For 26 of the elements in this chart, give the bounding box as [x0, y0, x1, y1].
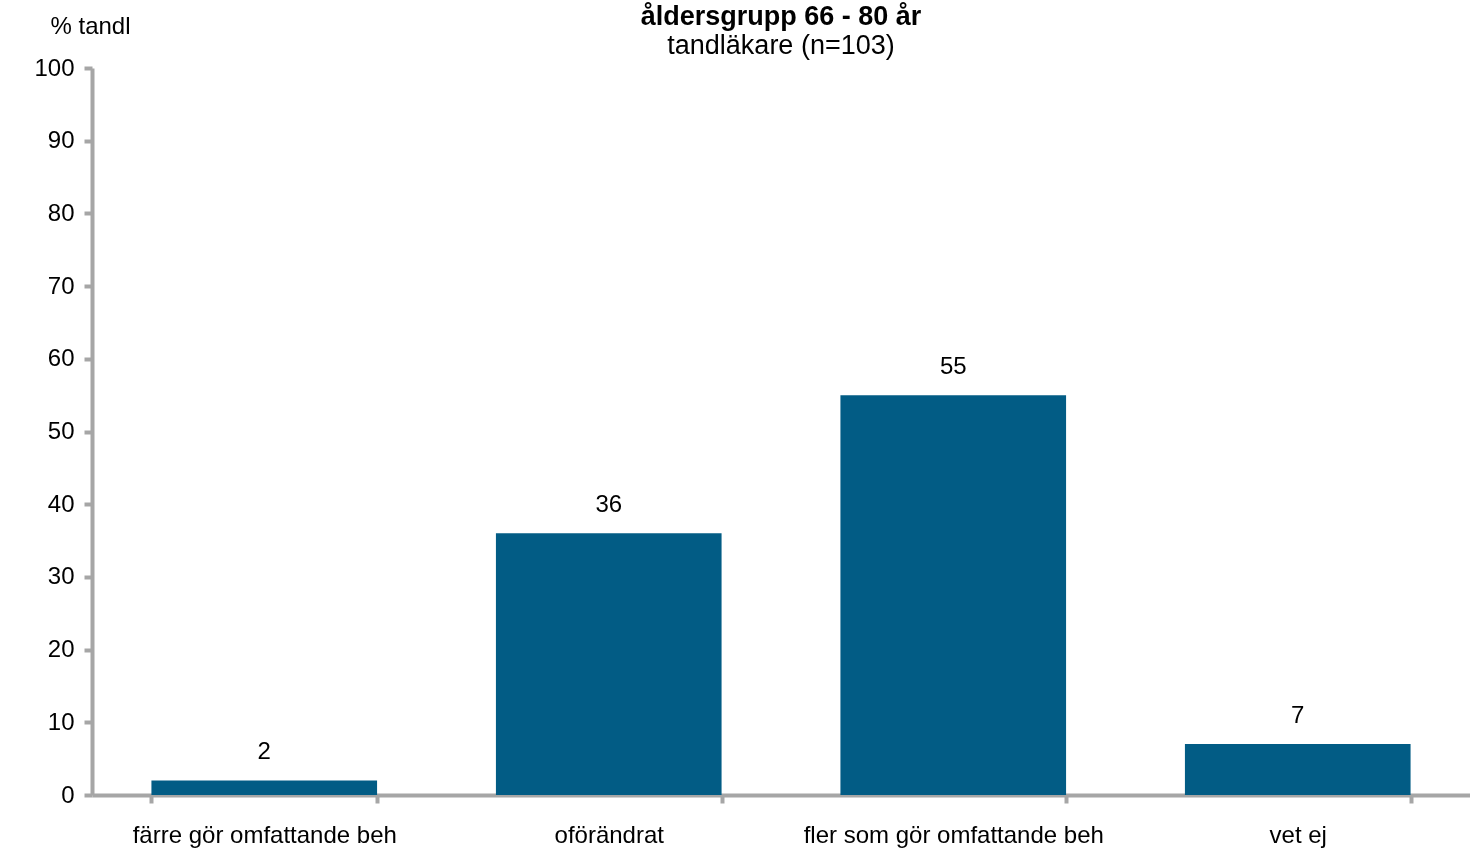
x-tick-label: oförändrat [554, 820, 665, 848]
y-tick-label: 0 [61, 780, 75, 808]
y-tick-label: 40 [47, 489, 75, 517]
y-tick-label: 50 [47, 417, 75, 444]
x-tick-label: vet ej [1269, 820, 1327, 848]
bar [495, 533, 722, 795]
bar [151, 780, 378, 795]
y-axis-title: % tandl [50, 11, 131, 39]
y-tick-label: 80 [47, 198, 75, 226]
y-tick-label: 20 [47, 635, 75, 663]
bar [840, 395, 1067, 795]
chart-title: åldersgrupp 66 - 80 år [640, 1, 922, 31]
y-tick-label: 90 [47, 126, 75, 154]
data-label: 2 [257, 737, 271, 765]
y-tick-label: 30 [47, 562, 75, 590]
y-tick-label: 60 [47, 344, 75, 372]
data-label: 36 [595, 490, 623, 518]
chart-subtitle: tandläkare (n=103) [667, 30, 895, 60]
y-tick-label: 100 [34, 53, 75, 81]
x-tick-label: färre gör omfattande beh [132, 820, 397, 848]
bar [1184, 744, 1411, 795]
y-tick-label: 70 [47, 271, 75, 299]
data-label: 55 [939, 352, 967, 380]
x-tick-label: fler som gör omfattande beh [803, 820, 1104, 848]
data-label: 7 [1291, 701, 1305, 729]
y-tick-label: 10 [47, 707, 75, 735]
